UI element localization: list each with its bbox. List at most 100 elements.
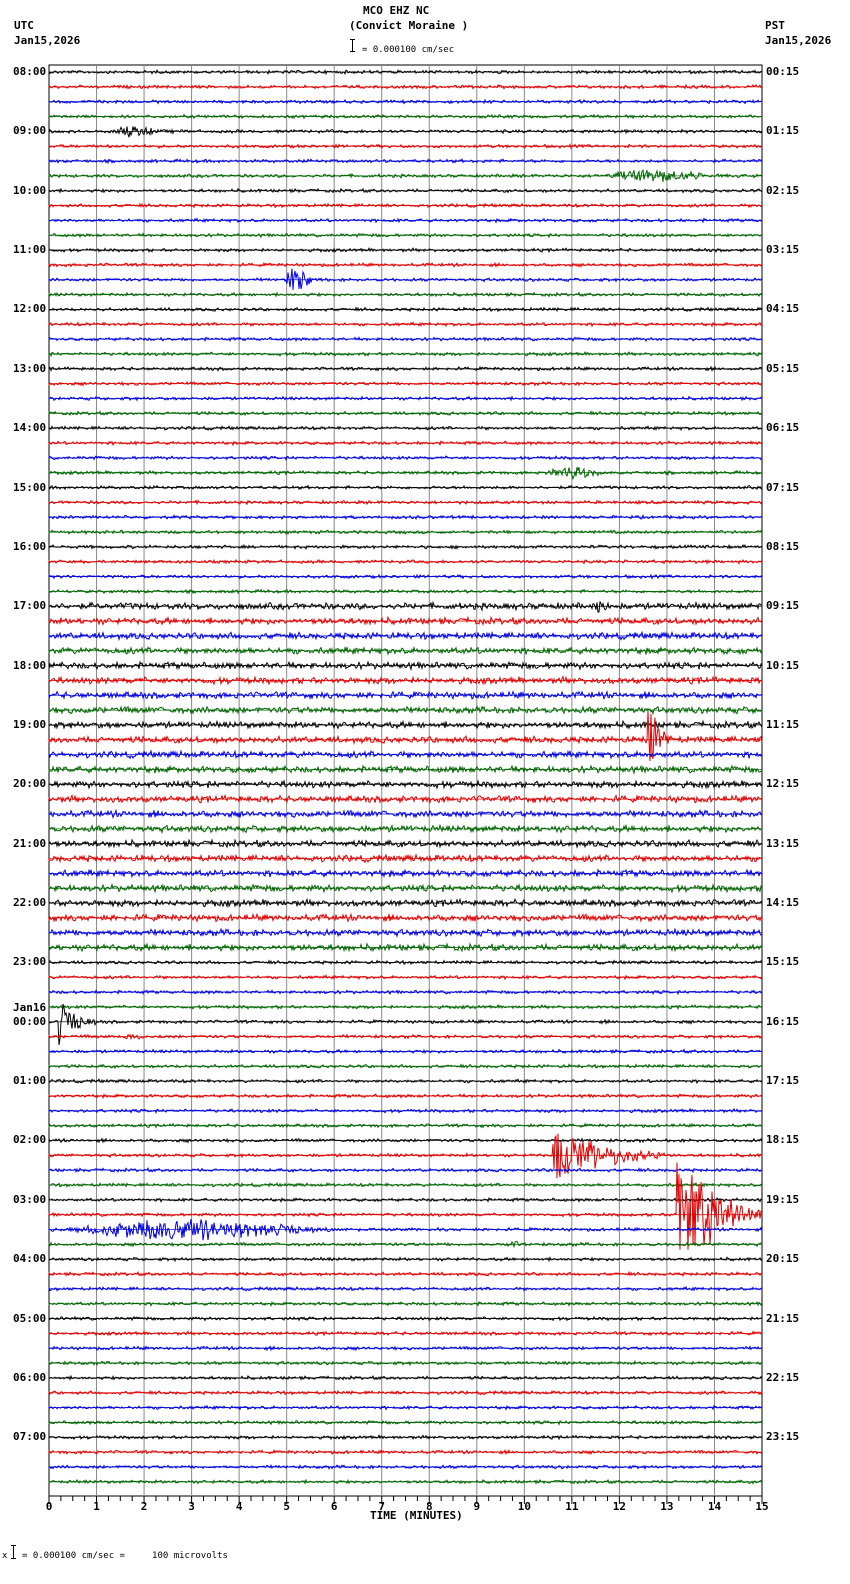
trace-25 [48,440,763,447]
utc-hour-label: 21:00 [13,836,47,850]
pst-hour-label: 23:15 [766,1430,800,1444]
pst-hour-label: 04:15 [766,302,800,316]
pst-hour-label: 21:15 [766,1311,800,1325]
right-date: Jan15,2026 [765,34,832,47]
pst-hour-label: 01:15 [766,124,800,138]
trace-21 [48,380,763,387]
svg-text:10: 10 [518,1500,531,1513]
trace-9 [48,202,763,209]
utc-hour-label: 14:00 [13,421,47,435]
utc-hour-label: 19:00 [13,717,47,731]
trace-93 [48,1448,763,1456]
trace-16 [48,306,763,313]
trace-54 [48,868,763,879]
svg-text:7: 7 [378,1500,385,1513]
trace-72 [48,1137,763,1144]
trace-0 [48,68,763,76]
utc-hour-label: 22:00 [13,896,47,910]
trace-45 [48,711,763,762]
site-name: (Convict Moraine ) [349,19,469,32]
footer-scale-bar-icon [11,1545,19,1559]
pst-hour-label: 15:15 [766,955,800,969]
pst-hour-label: 13:15 [766,836,800,850]
trace-41 [48,675,763,686]
pst-hour-label: 20:15 [766,1252,800,1266]
utc-hour-label: 00:00 [13,1014,47,1028]
utc-hour-label: 09:00 [13,124,47,138]
trace-64 [48,1003,763,1045]
right-timezone: PST [765,19,785,32]
utc-hour-label: 23:00 [13,955,47,969]
trace-73 [48,1133,763,1179]
scale-text: = 0.000100 cm/sec [362,45,455,55]
trace-44 [48,719,763,730]
pst-hour-label: 19:15 [766,1192,800,1206]
utc-hour-label: 15:00 [13,480,47,494]
trace-38 [48,630,763,642]
utc-hour-label: 13:00 [13,361,47,375]
utc-hour-label: 10:00 [13,183,47,197]
trace-91 [48,1419,763,1426]
footer-prefix: x [2,1551,8,1561]
utc-hour-label: 05:00 [13,1311,47,1325]
utc-hour-label: 01:00 [13,1074,47,1088]
utc-hour-label: 06:00 [13,1370,47,1384]
trace-15 [48,291,763,298]
trace-83 [48,1300,763,1307]
svg-text:1: 1 [93,1500,100,1513]
utc-hour-label: 16:00 [13,539,47,553]
trace-55 [48,883,763,894]
trace-86 [48,1345,763,1352]
svg-text:12: 12 [613,1500,626,1513]
pst-hour-label: 03:15 [766,243,800,257]
svg-text:4: 4 [236,1500,243,1513]
footer-scale-note: = 0.000100 cm/sec = 100 microvolts [22,1551,228,1561]
trace-20 [48,365,763,373]
pst-hour-label: 07:15 [766,480,800,494]
pst-hour-label: 09:15 [766,599,800,613]
svg-text:8: 8 [426,1500,433,1513]
svg-text:9: 9 [473,1500,480,1513]
trace-7 [48,168,763,182]
svg-text:5: 5 [283,1500,290,1513]
svg-text:3: 3 [188,1500,195,1513]
svg-text:15: 15 [755,1500,768,1513]
svg-text:13: 13 [660,1500,673,1513]
svg-text:2: 2 [141,1500,148,1513]
trace-14 [48,268,763,290]
pst-hour-label: 08:15 [766,539,800,553]
trace-68 [48,1078,763,1085]
utc-hour-label: 12:00 [13,302,47,316]
left-timezone: UTC [14,19,34,32]
trace-53 [48,853,763,864]
utc-hour-label: 04:00 [13,1252,47,1266]
pst-hour-label: 12:15 [766,777,800,791]
svg-text:14: 14 [708,1500,722,1513]
station-title: MCO EHZ NC [363,4,430,17]
utc-hour-label: 08:00 [13,65,47,78]
pst-hour-label: 17:15 [766,1074,800,1088]
utc-hour-label: 18:00 [13,658,47,672]
svg-text:11: 11 [565,1500,579,1513]
pst-hour-label: 02:15 [766,183,800,197]
trace-47 [48,764,763,775]
pst-hour-label: 18:15 [766,1133,800,1147]
utc-hour-label: 07:00 [13,1430,47,1444]
svg-text:0: 0 [46,1500,53,1513]
x-axis-label: TIME (MINUTES) [370,1509,463,1522]
utc-hour-label: 20:00 [13,777,47,791]
pst-hour-label: 22:15 [766,1370,800,1384]
utc-date-label: Jan16 [13,1000,47,1014]
utc-hour-label: 17:00 [13,599,47,613]
trace-51 [48,823,763,835]
trace-10 [48,217,763,224]
pst-hour-label: 06:15 [766,421,800,435]
trace-36 [48,600,763,613]
left-date: Jan15,2026 [14,34,81,47]
svg-text:6: 6 [331,1500,338,1513]
pst-hour-label: 10:15 [766,658,800,672]
trace-4 [48,126,763,138]
pst-hour-label: 05:15 [766,361,800,375]
trace-67 [48,1063,763,1070]
utc-hour-label: 03:00 [13,1192,47,1206]
